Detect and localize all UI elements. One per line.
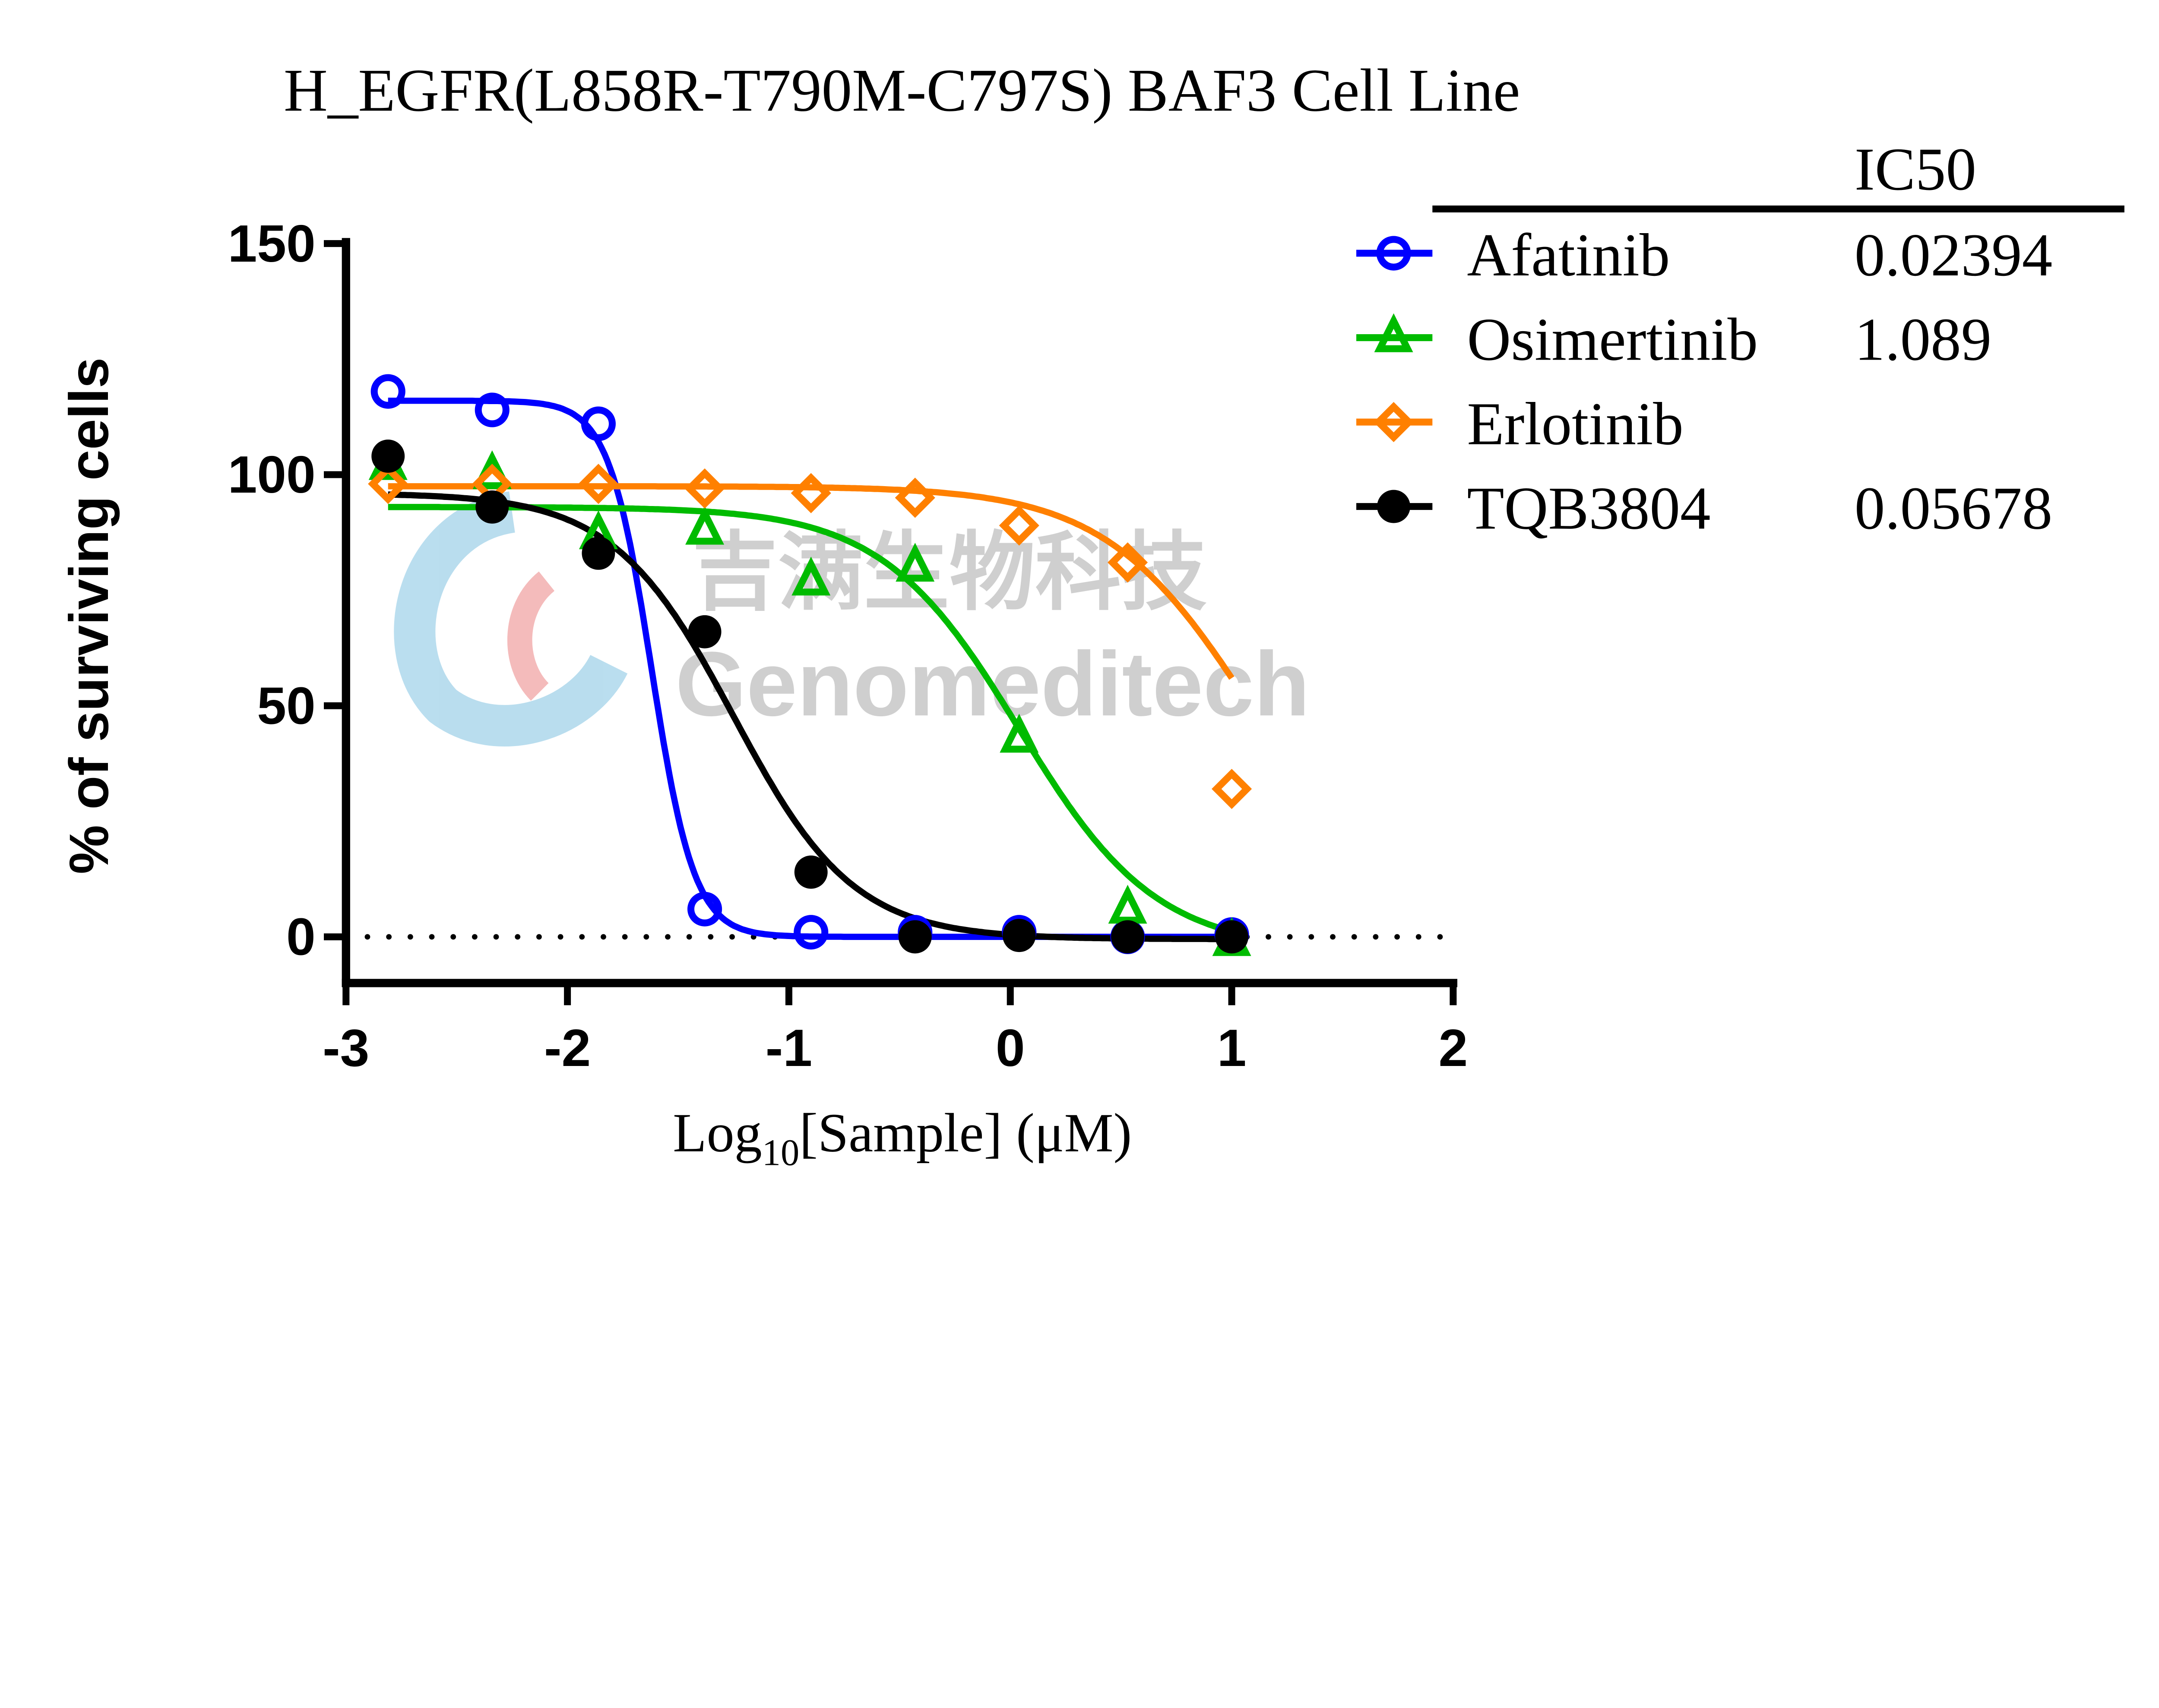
x-axis-label-subscript: 10 bbox=[762, 1132, 800, 1173]
data-point bbox=[687, 892, 722, 927]
y-tick-label: 0 bbox=[286, 908, 316, 966]
data-point bbox=[1111, 920, 1144, 954]
legend-label: Erlotinib bbox=[1467, 390, 1683, 458]
data-point bbox=[794, 915, 829, 950]
data-point bbox=[1108, 885, 1147, 924]
data-point bbox=[896, 543, 935, 582]
legend-label: Osimertinib bbox=[1467, 305, 1758, 373]
y-axis-label: % of surviving cells bbox=[58, 357, 120, 874]
legend-item-erlotinib: Erlotinib bbox=[1356, 390, 1684, 458]
data-point bbox=[1000, 714, 1039, 753]
fit-curves bbox=[388, 397, 1235, 943]
legend-marker bbox=[1374, 313, 1413, 352]
data-point bbox=[791, 473, 831, 513]
legend-item-tqb3804: TQB3804 0.05678 bbox=[1356, 474, 2052, 542]
legend-ic50: 0.05678 bbox=[1855, 474, 2052, 542]
data-point bbox=[1215, 920, 1249, 954]
x-tick-label: -2 bbox=[544, 1018, 591, 1077]
series-tqb3804 bbox=[371, 440, 1249, 954]
data-point bbox=[794, 855, 828, 889]
x-axis-label-rest: [Sample] (μM) bbox=[799, 1102, 1132, 1164]
data-point bbox=[895, 478, 935, 518]
data-points bbox=[368, 374, 1252, 956]
watermark-logo bbox=[394, 491, 628, 746]
x-tick-label: 0 bbox=[996, 1018, 1025, 1077]
y-tick-label: 50 bbox=[257, 676, 315, 735]
legend-item-afatinib: Afatinib 0.02394 bbox=[1356, 221, 2052, 289]
watermark-logo-accent bbox=[507, 571, 555, 701]
data-point bbox=[371, 440, 405, 473]
legend-ic50: 0.02394 bbox=[1855, 221, 2052, 289]
fit-curve-erlotinib bbox=[388, 483, 1235, 680]
data-point bbox=[685, 506, 725, 545]
data-point bbox=[688, 615, 722, 648]
data-point bbox=[684, 468, 725, 509]
legend-marker bbox=[1373, 402, 1414, 443]
legend-label: Afatinib bbox=[1467, 221, 1670, 289]
data-point bbox=[1211, 769, 1252, 809]
legend-marker bbox=[1376, 236, 1411, 271]
data-point bbox=[898, 920, 932, 954]
data-point bbox=[475, 392, 510, 427]
y-tick-label: 100 bbox=[228, 445, 316, 504]
legend-item-osimertinib: Osimertinib 1.089 bbox=[1356, 305, 1991, 373]
data-point bbox=[1002, 919, 1036, 952]
chart-title: H_EGFR(L858R-T790M-C797S) BAF3 Cell Line bbox=[284, 56, 1520, 124]
data-point bbox=[999, 505, 1039, 546]
data-point bbox=[581, 406, 616, 441]
data-point bbox=[1107, 542, 1148, 583]
x-axis-label-main: Log bbox=[673, 1102, 762, 1164]
data-point bbox=[370, 374, 405, 409]
y-tick-label: 150 bbox=[228, 214, 316, 273]
x-tick-label: 2 bbox=[1439, 1018, 1468, 1077]
x-tick-label: -3 bbox=[323, 1018, 369, 1077]
x-axis-label: Log10[Sample] (μM) bbox=[673, 1102, 1132, 1173]
data-point bbox=[791, 557, 831, 596]
axes: 0 50 100 150 -3 -2 -1 0 1 2 bbox=[228, 214, 1468, 1077]
x-tick-label: 1 bbox=[1217, 1018, 1247, 1077]
data-point bbox=[475, 490, 509, 524]
x-tick-label: -1 bbox=[766, 1018, 812, 1077]
dose-response-chart: H_EGFR(L858R-T790M-C797S) BAF3 Cell Line… bbox=[58, 56, 2124, 1173]
legend: IC50 Afatinib 0.02394 Osimertinib 1.089 Erlo… bbox=[1356, 135, 2124, 542]
fit-curve-tqb3804 bbox=[388, 491, 1232, 943]
legend-ic50: 1.089 bbox=[1855, 305, 1991, 373]
data-point bbox=[368, 464, 408, 504]
legend-label: TQB3804 bbox=[1467, 474, 1710, 542]
legend-header: IC50 bbox=[1855, 135, 1976, 203]
data-point bbox=[578, 464, 619, 504]
data-point bbox=[582, 536, 615, 570]
legend-marker bbox=[1377, 490, 1411, 523]
